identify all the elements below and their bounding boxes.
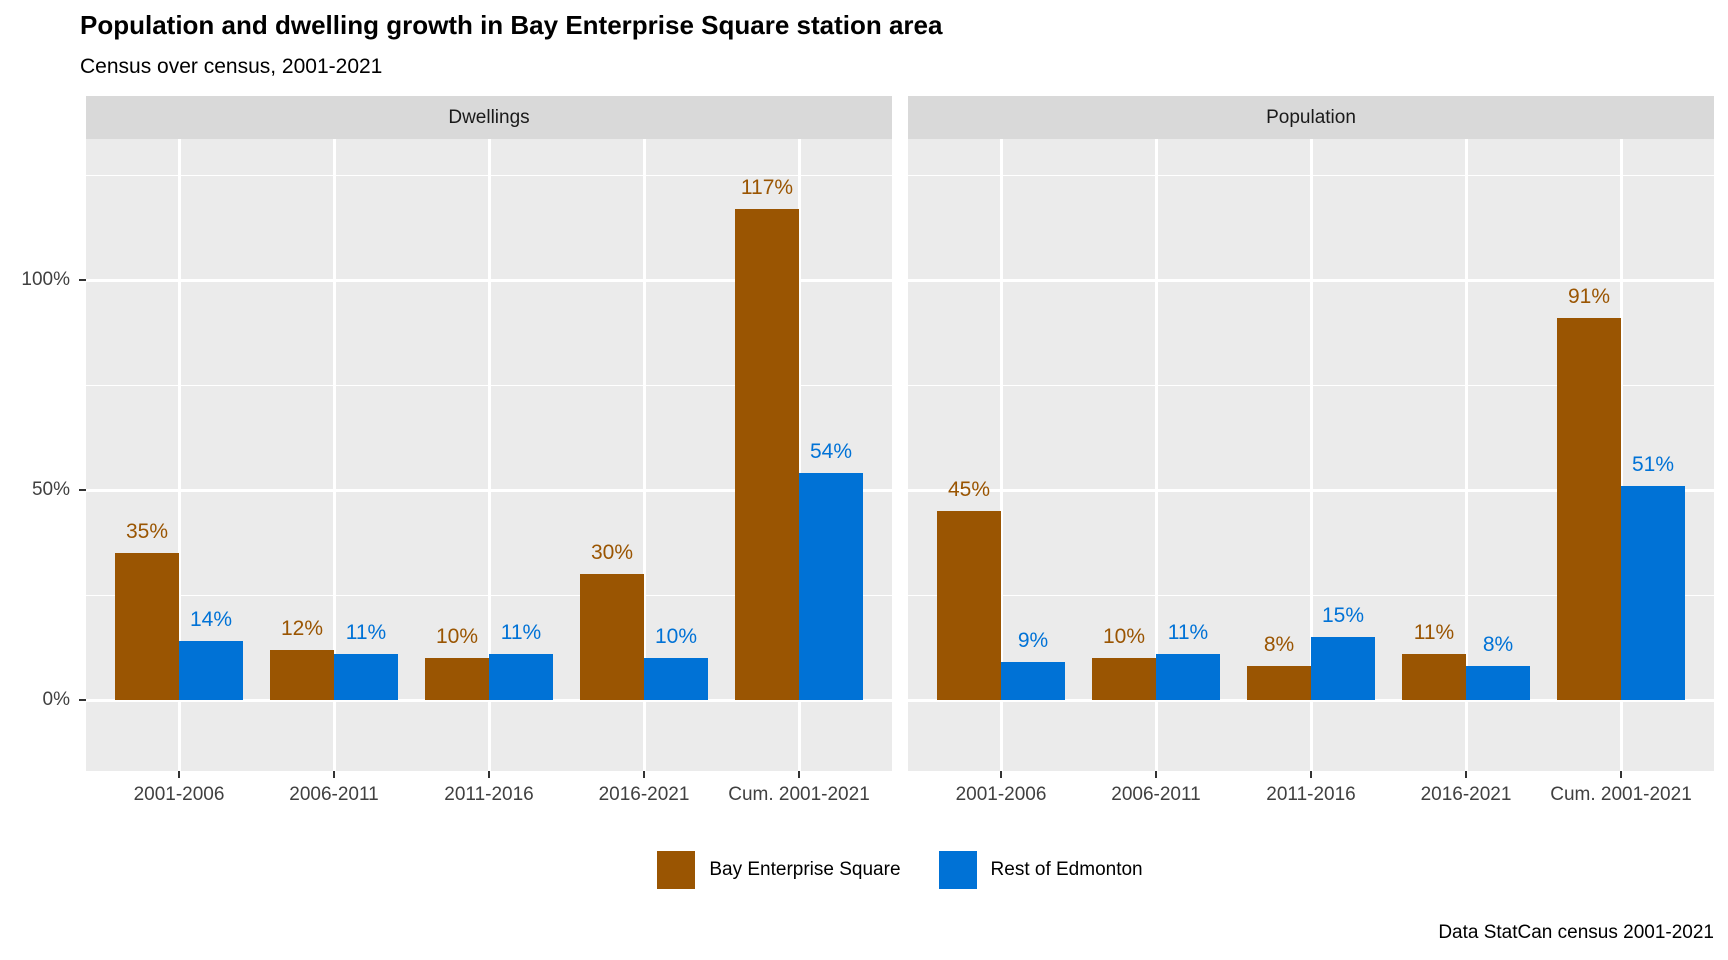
bar-rest-of-edmonton (644, 658, 708, 700)
bar-value-label: 10% (654, 625, 698, 648)
panel-population: 45% 9% 10% 11% 8% 15% 11% 8% 91% 51% (908, 139, 1714, 771)
x-axis-label: 2001-2006 (955, 784, 1047, 805)
x-axis-label: 2011-2016 (444, 784, 534, 805)
x-axis-population: 2001-2006 2006-2011 2011-2016 2016-2021 Cum.… (908, 771, 1714, 833)
x-axis-label: 2016-2021 (1420, 784, 1512, 805)
x-axis-tick (488, 771, 490, 778)
gridline-major-vertical (1309, 139, 1313, 771)
bar-rest-of-edmonton (1466, 666, 1530, 700)
facet-strip-population: Population (908, 96, 1714, 139)
legend-swatch-bay-enterprise-square (657, 851, 696, 889)
legend: Bay Enterprise Square Rest of Edmonton (86, 848, 1714, 892)
y-axis-tick (79, 699, 86, 701)
bar-value-label: 11% (500, 620, 542, 644)
gridline-major-vertical (1619, 139, 1623, 771)
gridline-major-vertical (999, 139, 1003, 771)
bar-value-label: 51% (1631, 452, 1675, 476)
legend-item-rest-of-edmonton: Rest of Edmonton (938, 851, 1143, 889)
bar-rest-of-edmonton (799, 473, 863, 700)
chart-caption: Data StatCan census 2001-2021 (1438, 922, 1714, 943)
bar-value-label: 8% (1263, 633, 1295, 657)
bar-bay-enterprise-square (1402, 653, 1466, 700)
panel-dwellings: 35% 14% 12% 11% 10% 11% 30% 10% 117% 54% (86, 139, 892, 771)
legend-label: Rest of Edmonton (990, 859, 1143, 880)
bar-rest-of-edmonton (179, 641, 243, 700)
legend-item-bay-enterprise-square: Bay Enterprise Square (657, 851, 901, 889)
chart-title: Population and dwelling growth in Bay En… (80, 10, 943, 40)
x-axis-label: 2006-2011 (1111, 784, 1201, 805)
gridline-major-vertical (1154, 139, 1158, 771)
x-axis-tick (1465, 771, 1467, 778)
x-axis-dwellings: 2001-2006 2006-2011 2011-2016 2016-2021 Cum.… (86, 771, 892, 833)
bar-bay-enterprise-square (937, 511, 1001, 700)
bar-rest-of-edmonton (1311, 637, 1375, 700)
x-axis-label: 2001-2006 (133, 784, 225, 805)
bar-value-label: 11% (1167, 620, 1209, 644)
gridline-major-vertical (642, 139, 646, 771)
x-axis-tick (1620, 771, 1622, 778)
bar-bay-enterprise-square (1247, 666, 1311, 700)
bar-value-label: 8% (1482, 633, 1514, 657)
bar-value-label: 91% (1567, 284, 1611, 308)
chart-subtitle: Census over census, 2001-2021 (80, 55, 383, 78)
y-axis: 0% 50% 100% (0, 139, 86, 771)
gridline-major-vertical (797, 139, 801, 771)
bar-value-label: 35% (125, 520, 169, 543)
bar-rest-of-edmonton (1001, 662, 1065, 700)
bar-rest-of-edmonton (334, 653, 398, 700)
x-axis-label: 2016-2021 (598, 784, 690, 805)
bar-value-label: 10% (435, 625, 479, 648)
bar-bay-enterprise-square (580, 574, 644, 700)
legend-swatch-rest-of-edmonton (938, 851, 977, 889)
x-axis-tick (798, 771, 800, 778)
y-axis-tick (79, 489, 86, 491)
y-axis-label: 0% (42, 689, 70, 710)
bar-value-label: 12% (280, 616, 324, 640)
bar-value-label: 45% (947, 478, 991, 501)
x-axis-tick (1000, 771, 1002, 778)
facet-population: Population 45% 9% 10% 11% 8% 15% 11% 8% 91% 51% 2… (908, 96, 1714, 833)
x-axis-tick (333, 771, 335, 778)
x-axis-tick (1155, 771, 1157, 778)
legend-label: Bay Enterprise Square (709, 859, 901, 880)
x-axis-label: Cum. 2001-2021 (728, 784, 870, 805)
facet-dwellings: Dwellings 35% 14% 12% 11% 10% 11% 30% 10% 117% 54… (86, 96, 892, 833)
bar-rest-of-edmonton (1156, 653, 1220, 700)
bar-value-label: 11% (345, 620, 387, 644)
bar-value-label: 11% (1413, 620, 1455, 644)
gridline-major-vertical (177, 139, 181, 771)
bar-value-label: 15% (1321, 604, 1365, 627)
bar-rest-of-edmonton (489, 653, 553, 700)
bar-value-label: 117% (740, 175, 794, 199)
y-axis-label: 50% (31, 479, 70, 500)
bar-bay-enterprise-square (115, 553, 179, 700)
gridline-major-vertical (487, 139, 491, 771)
bar-bay-enterprise-square (735, 208, 799, 700)
bar-value-label: 9% (1017, 629, 1049, 653)
gridline-major-vertical (1464, 139, 1468, 771)
gridline-major-vertical (332, 139, 336, 771)
x-axis-label: 2011-2016 (1266, 784, 1356, 805)
facet-strip-dwellings: Dwellings (86, 96, 892, 139)
y-axis-label: 100% (21, 269, 70, 290)
x-axis-label: Cum. 2001-2021 (1550, 784, 1692, 805)
x-axis-tick (1310, 771, 1312, 778)
x-axis-tick (178, 771, 180, 778)
x-axis-label: 2006-2011 (289, 784, 379, 805)
bar-value-label: 30% (590, 541, 634, 564)
bar-value-label: 10% (1102, 625, 1146, 648)
bar-bay-enterprise-square (270, 649, 334, 700)
bar-rest-of-edmonton (1621, 485, 1685, 700)
bar-value-label: 14% (189, 608, 233, 632)
bar-bay-enterprise-square (1557, 317, 1621, 700)
bar-bay-enterprise-square (425, 658, 489, 700)
bar-bay-enterprise-square (1092, 658, 1156, 700)
bar-value-label: 54% (809, 440, 853, 464)
x-axis-tick (643, 771, 645, 778)
y-axis-tick (79, 279, 86, 281)
